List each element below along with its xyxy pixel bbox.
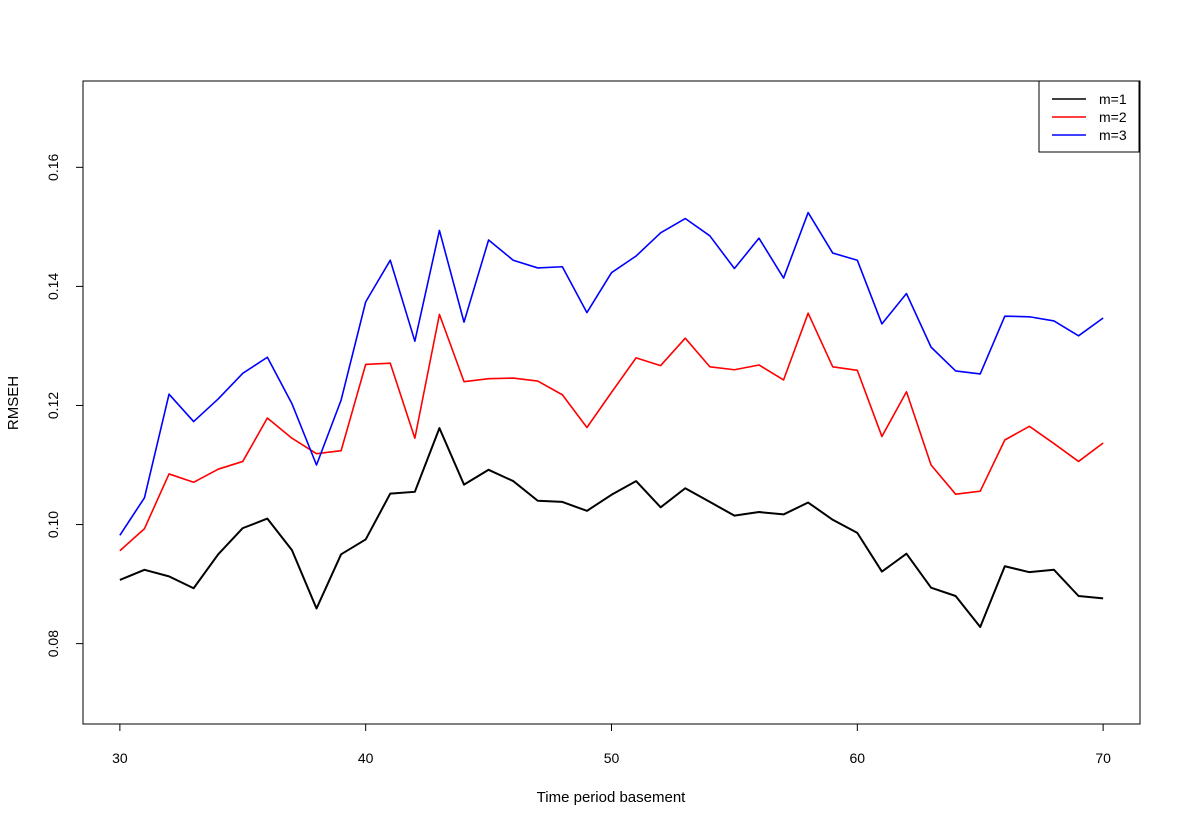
legend-label-m3: m=3: [1099, 127, 1127, 143]
y-tick-label: 0.12: [45, 392, 61, 419]
series-line-m1: [119, 427, 1104, 628]
y-tick-label: 0.08: [45, 630, 61, 657]
legend-label-m2: m=2: [1099, 109, 1127, 125]
x-tick-label: 30: [112, 750, 128, 766]
series-line-m2: [119, 312, 1104, 552]
y-axis: 0.08 0.10 0.12 0.14 0.16: [45, 153, 84, 657]
x-tick-label: 60: [850, 750, 866, 766]
series-line-m3: [119, 211, 1104, 536]
y-tick-label: 0.16: [45, 153, 61, 180]
series-group: [119, 211, 1104, 628]
y-tick-label: 0.14: [45, 273, 61, 300]
x-tick-label: 40: [358, 750, 374, 766]
legend: m=1 m=2 m=3: [1038, 80, 1140, 153]
x-tick-label: 50: [604, 750, 620, 766]
x-axis-label: Time period basement: [537, 789, 687, 806]
y-axis-label: RMSEH: [5, 376, 22, 430]
y-tick-label: 0.10: [45, 511, 61, 538]
plot-frame: [82, 80, 1141, 725]
x-axis: 30 40 50 60 70: [112, 723, 1111, 766]
legend-label-m1: m=1: [1099, 91, 1127, 107]
x-tick-label: 70: [1095, 750, 1111, 766]
